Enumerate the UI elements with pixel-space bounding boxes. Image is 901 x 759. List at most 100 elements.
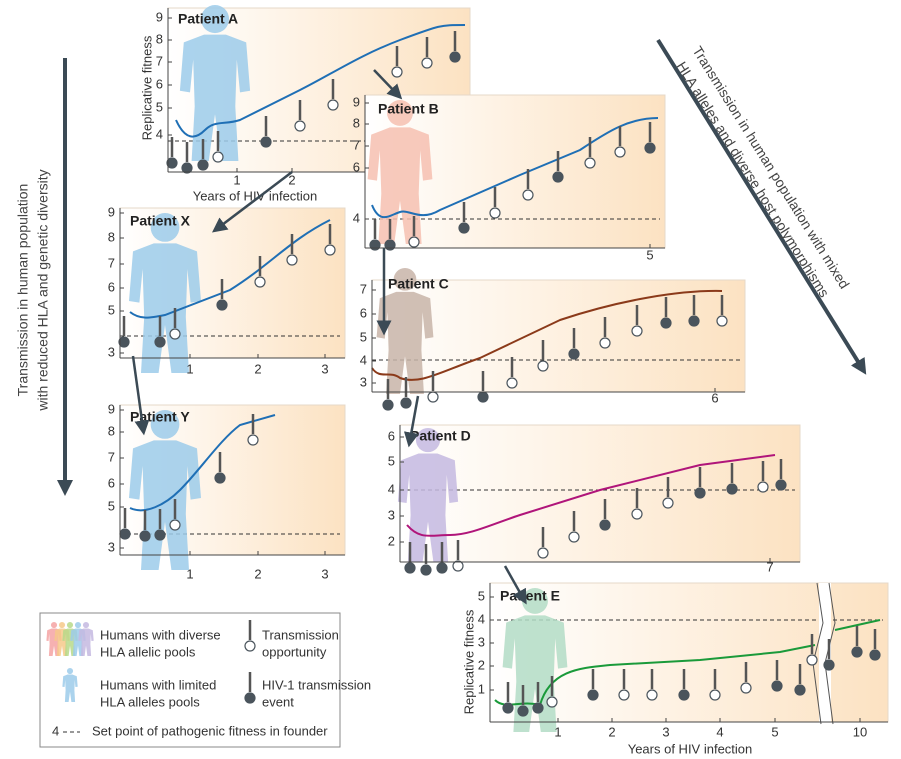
transmission-opportunity	[600, 338, 610, 348]
x-tick-label: 7	[766, 559, 773, 574]
transmission-event	[518, 706, 528, 716]
y-tick-label: 4	[353, 210, 360, 225]
transmission-event	[679, 690, 689, 700]
panel-title: Patient A	[178, 11, 238, 27]
transmission-opportunity	[507, 378, 517, 388]
y-tick-label: 3	[108, 539, 115, 554]
panel-title: Patient Y	[130, 409, 190, 425]
y-tick-label: 5	[388, 453, 395, 468]
y-tick-label: 9	[353, 94, 360, 109]
transmission-opportunity	[717, 316, 727, 326]
transmission-event	[459, 223, 469, 233]
y-tick-label: 3	[108, 344, 115, 359]
y-tick-label: 2	[478, 657, 485, 672]
transmission-event	[401, 398, 411, 408]
transmission-opportunity	[170, 329, 180, 339]
transmission-opportunity	[248, 435, 258, 445]
legend-text: Transmission	[262, 627, 339, 642]
legend: Humans with diverse HLA allelic pools Hu…	[40, 613, 371, 747]
person-head	[75, 622, 81, 628]
panel: 987645Patient B	[353, 94, 665, 262]
transmission-event	[478, 392, 488, 402]
transmission-opportunity	[170, 520, 180, 530]
transmission-opportunity	[328, 100, 338, 110]
y-tick-label: 3	[388, 507, 395, 522]
person-head	[51, 622, 57, 628]
y-tick-label: 4	[388, 481, 395, 496]
transmission-event	[600, 520, 610, 530]
person-head	[67, 668, 73, 674]
transmission-opportunity	[213, 152, 223, 162]
transmission-opportunity	[428, 392, 438, 402]
x-tick-label: 2	[254, 361, 261, 376]
y-tick-label: 5	[108, 498, 115, 513]
y-tick-label: 3	[360, 374, 367, 389]
transmission-event	[405, 563, 415, 573]
transmission-event	[695, 488, 705, 498]
y-tick-label: 6	[388, 428, 395, 443]
x-tick-label: 2	[608, 724, 615, 739]
y-tick-label: 9	[156, 9, 163, 24]
transmission-opportunity	[523, 190, 533, 200]
transmission-opportunity	[615, 147, 625, 157]
y-tick-label: 6	[108, 475, 115, 490]
x-tick-label: 3	[662, 724, 669, 739]
transmission-opportunity	[287, 255, 297, 265]
transmission-event	[245, 693, 255, 703]
transmission-event	[383, 400, 393, 410]
legend-text: HLA allelic pools	[100, 644, 196, 659]
transmission-opportunity	[255, 277, 265, 287]
y-tick-label: 6	[360, 305, 367, 320]
transmission-event	[120, 529, 130, 539]
legend-text: HLA alleles pools	[100, 694, 200, 709]
transmission-opportunity	[547, 697, 557, 707]
transmission-event	[261, 137, 271, 147]
y-tick-label: 7	[360, 281, 367, 296]
panel-title: Patient B	[378, 101, 439, 117]
x-tick-label: 1	[186, 566, 193, 581]
y-tick-label: 7	[108, 449, 115, 464]
y-tick-label: 4	[478, 611, 485, 626]
y-tick-label: 5	[108, 302, 115, 317]
y-tick-label: 2	[388, 533, 395, 548]
transmission-opportunity	[647, 690, 657, 700]
y-tick-label: 9	[108, 204, 115, 219]
side-label: Transmission in human population	[15, 184, 31, 397]
transmission-opportunity	[538, 548, 548, 558]
side-label: HLA alleles and diverse host polymorphis…	[674, 59, 833, 300]
side-label: Transmission in human population with mi…	[689, 43, 852, 291]
transmission-event	[198, 160, 208, 170]
y-axis-label: Replicative fitness	[461, 609, 476, 714]
y-axis-label: Replicative fitness	[139, 35, 154, 140]
panel-title: Patient C	[388, 276, 449, 292]
x-tick-label: 5	[646, 247, 653, 262]
legend-key: 4	[52, 723, 59, 738]
x-tick-label: 2	[254, 566, 261, 581]
transmission-event	[421, 565, 431, 575]
legend-text: HIV-1 transmission	[262, 677, 371, 692]
transmission-event	[217, 300, 227, 310]
y-tick-label: 5	[360, 329, 367, 344]
x-tick-label: 4	[716, 724, 723, 739]
y-tick-label: 6	[353, 159, 360, 174]
panel-title: Patient X	[130, 213, 191, 229]
transmission-opportunity	[295, 121, 305, 131]
y-tick-label: 3	[478, 634, 485, 649]
y-tick-label: 5	[156, 99, 163, 114]
transmission-event	[852, 647, 862, 657]
y-tick-label: 7	[353, 137, 360, 152]
x-tick-label: 10	[853, 724, 867, 739]
transmission-event	[776, 480, 786, 490]
x-tick-label: 5	[771, 724, 778, 739]
transmission-event	[553, 172, 563, 182]
transmission-event	[772, 681, 782, 691]
legend-text: opportunity	[262, 644, 327, 659]
transmission-event	[588, 690, 598, 700]
transmission-event	[155, 530, 165, 540]
x-tick-label: 1	[554, 724, 561, 739]
transmission-opportunity	[619, 690, 629, 700]
transmission-event	[450, 52, 460, 62]
transmission-opportunity	[758, 482, 768, 492]
